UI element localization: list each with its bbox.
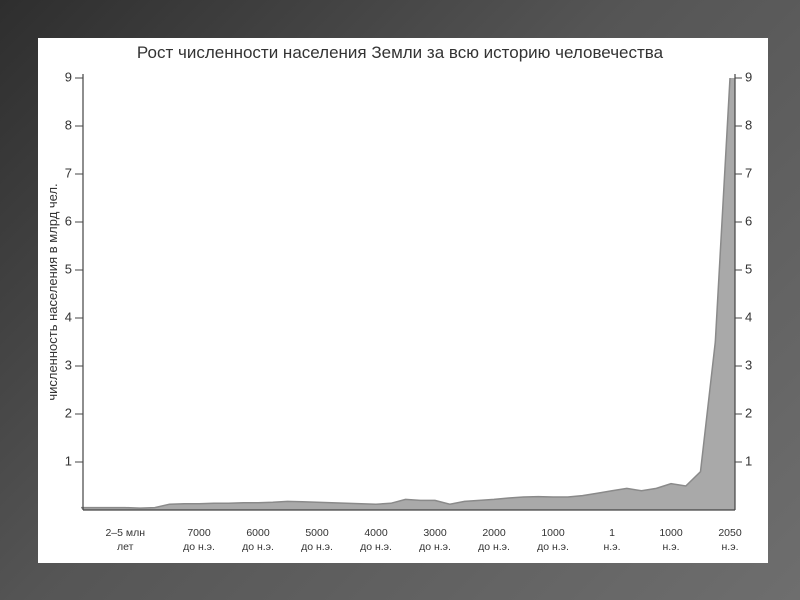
y-axis-label: численность населения в млрд чел. — [45, 183, 60, 400]
y-tick-label: 4 — [65, 309, 72, 324]
y2-tick-label: 2 — [745, 405, 752, 420]
y2-tick-label: 4 — [745, 309, 752, 324]
y-tick-label: 5 — [65, 261, 72, 276]
x-tick-label: н.э. — [663, 541, 680, 553]
x-tick-label: 3000 — [423, 527, 447, 539]
y2-tick-label: 8 — [745, 117, 752, 132]
x-tick-label: до н.э. — [478, 541, 510, 553]
y2-tick-label: 6 — [745, 213, 752, 228]
x-tick-label: 1 — [609, 527, 615, 539]
y2-tick-label: 7 — [745, 165, 752, 180]
y-tick-label: 7 — [65, 165, 72, 180]
y-tick-label: 2 — [65, 405, 72, 420]
x-tick-label: 4000 — [364, 527, 388, 539]
x-tick-label: до н.э. — [301, 541, 333, 553]
x-tick-label: 2000 — [482, 527, 506, 539]
x-tick-label: 1000 — [541, 527, 565, 539]
y2-tick-label: 5 — [745, 261, 752, 276]
x-tick-label: 7000 — [187, 527, 211, 539]
x-tick-label: н.э. — [722, 541, 739, 553]
x-tick-label: лет — [117, 541, 134, 553]
y-tick-label: 8 — [65, 117, 72, 132]
x-tick-label: до н.э. — [419, 541, 451, 553]
chart-panel — [38, 38, 768, 563]
x-tick-label: 1000 — [659, 527, 683, 539]
x-tick-label: 2–5 млн — [105, 527, 145, 539]
y-tick-label: 3 — [65, 357, 72, 372]
area-edge — [81, 77, 731, 509]
chart-title: Рост численности населения Земли за всю … — [137, 43, 664, 62]
y2-tick-label: 9 — [745, 69, 752, 84]
y2-tick-label: 3 — [745, 357, 752, 372]
x-tick-label: до н.э. — [537, 541, 569, 553]
x-tick-label: 6000 — [246, 527, 270, 539]
y-tick-label: 1 — [65, 453, 72, 468]
x-tick-label: до н.э. — [242, 541, 274, 553]
y-tick-label: 9 — [65, 69, 72, 84]
x-tick-label: 5000 — [305, 527, 329, 539]
y-tick-label: 6 — [65, 213, 72, 228]
y2-tick-label: 1 — [745, 453, 752, 468]
x-tick-label: до н.э. — [183, 541, 215, 553]
x-tick-label: н.э. — [604, 541, 621, 553]
x-tick-label: до н.э. — [360, 541, 392, 553]
x-tick-label: 2050 — [718, 527, 742, 539]
